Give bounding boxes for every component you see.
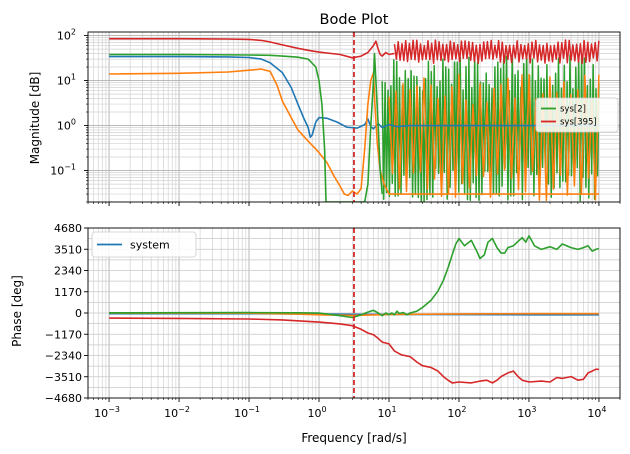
series-group [109,235,600,384]
y-tick-label: −1170 [45,328,82,341]
y-tick-label: 102 [57,28,76,43]
series-line [109,317,599,384]
y-tick-label: 3510 [54,243,82,256]
y-tick-label: −4680 [45,392,82,405]
legend-label: sys[2] [560,105,586,115]
series-group [109,37,600,202]
series-line [109,312,599,317]
y-tick-label: 4680 [54,222,82,235]
y-tick-label: 1170 [54,286,82,299]
axes-frame [87,31,621,203]
x-tick-label: 103 [517,405,536,420]
x-tick-label: 100 [307,405,326,420]
x-tick-label: 10−1 [234,405,260,420]
legend-label: sys[395] [560,118,597,128]
plot-title: Bode Plot [320,12,389,28]
x-tick-label: 10−3 [94,405,120,420]
legend: sys[2] sys[395] [535,97,619,133]
x-tick-label: 102 [447,405,466,420]
legend-box [535,97,619,133]
magnitude-axis-label: Magnitude [dB] [28,72,42,165]
x-tick-label: 101 [377,405,396,420]
legend: system [91,231,197,258]
frequency-axis-label: Frequency [rad/s] [301,431,406,445]
noisy-series-line [388,73,600,202]
y-tick-label: 0 [75,307,82,320]
phase-panel: Frequency [rad/s] Phase [deg] 10−3 10−2 10… [10,222,621,445]
y-tick-label: 10−1 [50,163,76,178]
magnitude-panel: Bode Plot Magnitude [dB] 10−1 100 101 102 sy… [28,12,621,206]
series-line [109,55,599,138]
phase-axis-label: Phase [deg] [10,275,24,347]
y-tick-label: 2340 [54,265,82,278]
series-line [109,235,600,319]
y-tick-label: −2340 [45,350,82,363]
y-tick-label: 101 [57,73,76,88]
series-line [109,68,599,197]
noisy-series-line [393,39,600,65]
y-tick-label: 100 [57,118,76,133]
x-tick-label: 104 [587,405,606,420]
legend-label: system [130,238,170,251]
y-tick-label: −3510 [45,371,82,384]
x-tick-label: 10−2 [164,405,190,420]
series-line [109,37,395,59]
series-line [109,52,383,202]
legend-box [91,231,197,258]
